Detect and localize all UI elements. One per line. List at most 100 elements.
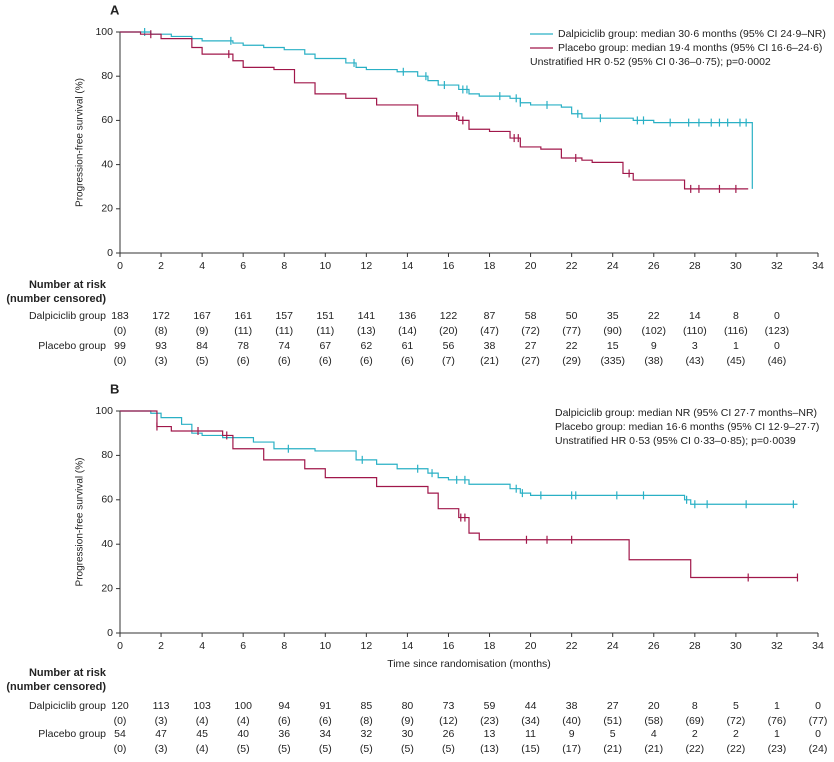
x-tick-label: 8 — [281, 260, 287, 272]
legend-label: Dalpiciclib group: median 30·6 months (9… — [558, 28, 826, 40]
at-risk-count: 0 — [774, 310, 780, 322]
y-tick-label: 0 — [107, 627, 113, 639]
y-axis-label: Progression-free survival (%) — [75, 458, 86, 587]
x-tick-label: 4 — [199, 640, 205, 652]
x-tick-label: 22 — [566, 260, 578, 272]
at-risk-count: 122 — [440, 310, 458, 322]
censored-count: (29) — [562, 355, 581, 367]
censored-count: (5) — [319, 743, 332, 755]
x-tick-label: 6 — [240, 640, 246, 652]
at-risk-count: 38 — [566, 700, 578, 712]
x-tick-label: 26 — [648, 260, 660, 272]
x-tick-label: 2 — [158, 260, 164, 272]
x-tick-label: 0 — [117, 640, 123, 652]
censored-count: (22) — [727, 743, 746, 755]
at-risk-count: 40 — [237, 728, 249, 740]
at-risk-count: 161 — [234, 310, 252, 322]
censored-count: (23) — [768, 743, 787, 755]
y-tick-label: 80 — [101, 449, 113, 461]
censored-count: (9) — [196, 325, 209, 337]
censored-count: (0) — [114, 355, 127, 367]
censored-count: (7) — [442, 355, 455, 367]
at-risk-count: 36 — [278, 728, 290, 740]
censored-count: (5) — [278, 743, 291, 755]
censored-count: (8) — [360, 715, 373, 727]
censored-count: (46) — [768, 355, 787, 367]
at-risk-count: 141 — [358, 310, 376, 322]
panel-title: A — [110, 2, 120, 17]
x-tick-label: 8 — [281, 640, 287, 652]
risk-table-title: Number at risk — [29, 279, 107, 291]
annotation: Unstratified HR 0·52 (95% CI 0·36–0·75);… — [530, 56, 771, 68]
censored-count: (58) — [644, 715, 663, 727]
censored-count: (9) — [401, 715, 414, 727]
at-risk-count: 32 — [361, 728, 373, 740]
at-risk-count: 8 — [733, 310, 739, 322]
x-tick-label: 28 — [689, 640, 701, 652]
at-risk-count: 14 — [689, 310, 701, 322]
risk-row-label: Placebo group — [38, 340, 106, 352]
censored-count: (15) — [521, 743, 540, 755]
at-risk-count: 157 — [275, 310, 293, 322]
censored-count: (116) — [724, 325, 748, 337]
at-risk-count: 74 — [278, 340, 290, 352]
at-risk-count: 103 — [193, 700, 211, 712]
censored-count: (22) — [685, 743, 704, 755]
at-risk-count: 20 — [648, 700, 660, 712]
censored-count: (335) — [600, 355, 625, 367]
at-risk-count: 0 — [815, 700, 821, 712]
at-risk-count: 9 — [569, 728, 575, 740]
at-risk-count: 120 — [111, 700, 129, 712]
censored-count: (123) — [765, 325, 790, 337]
at-risk-count: 85 — [361, 700, 373, 712]
censored-count: (34) — [521, 715, 540, 727]
at-risk-count: 183 — [111, 310, 129, 322]
at-risk-count: 27 — [607, 700, 619, 712]
x-tick-label: 16 — [443, 260, 455, 272]
x-tick-label: 24 — [607, 260, 619, 272]
legend-label: Placebo group: median 19·4 months (95% C… — [558, 42, 822, 54]
censored-count: (6) — [278, 355, 291, 367]
at-risk-count: 13 — [484, 728, 496, 740]
at-risk-count: 26 — [443, 728, 455, 740]
censored-count: (20) — [439, 325, 458, 337]
risk-table-title: Number at risk — [29, 667, 107, 679]
censored-count: (11) — [275, 325, 293, 337]
x-tick-label: 20 — [525, 260, 537, 272]
censored-count: (5) — [401, 743, 414, 755]
censored-count: (40) — [562, 715, 581, 727]
x-tick-label: 24 — [607, 640, 619, 652]
at-risk-count: 47 — [155, 728, 167, 740]
annotation: Unstratified HR 0·53 (95% CI 0·33–0·85);… — [555, 435, 796, 447]
y-tick-label: 40 — [101, 158, 113, 170]
x-tick-label: 10 — [319, 640, 331, 652]
censored-count: (69) — [685, 715, 704, 727]
at-risk-count: 73 — [443, 700, 455, 712]
at-risk-count: 78 — [237, 340, 249, 352]
x-tick-label: 16 — [443, 640, 455, 652]
y-tick-label: 60 — [101, 114, 113, 126]
censored-count: (14) — [398, 325, 417, 337]
censored-count: (47) — [480, 325, 499, 337]
censored-count: (72) — [521, 325, 540, 337]
x-tick-label: 12 — [361, 260, 373, 272]
x-tick-label: 18 — [484, 640, 496, 652]
censored-count: (21) — [480, 355, 499, 367]
at-risk-count: 0 — [815, 728, 821, 740]
at-risk-count: 22 — [648, 310, 660, 322]
at-risk-count: 151 — [317, 310, 335, 322]
at-risk-count: 0 — [774, 340, 780, 352]
at-risk-count: 93 — [155, 340, 167, 352]
x-tick-label: 34 — [812, 260, 824, 272]
y-tick-label: 100 — [95, 405, 113, 417]
at-risk-count: 91 — [319, 700, 331, 712]
censored-count: (17) — [562, 743, 581, 755]
censored-count: (77) — [809, 715, 828, 727]
x-tick-label: 0 — [117, 260, 123, 272]
censored-count: (23) — [480, 715, 499, 727]
censored-count: (0) — [114, 743, 127, 755]
x-tick-label: 18 — [484, 260, 496, 272]
x-tick-label: 6 — [240, 260, 246, 272]
at-risk-count: 84 — [196, 340, 208, 352]
